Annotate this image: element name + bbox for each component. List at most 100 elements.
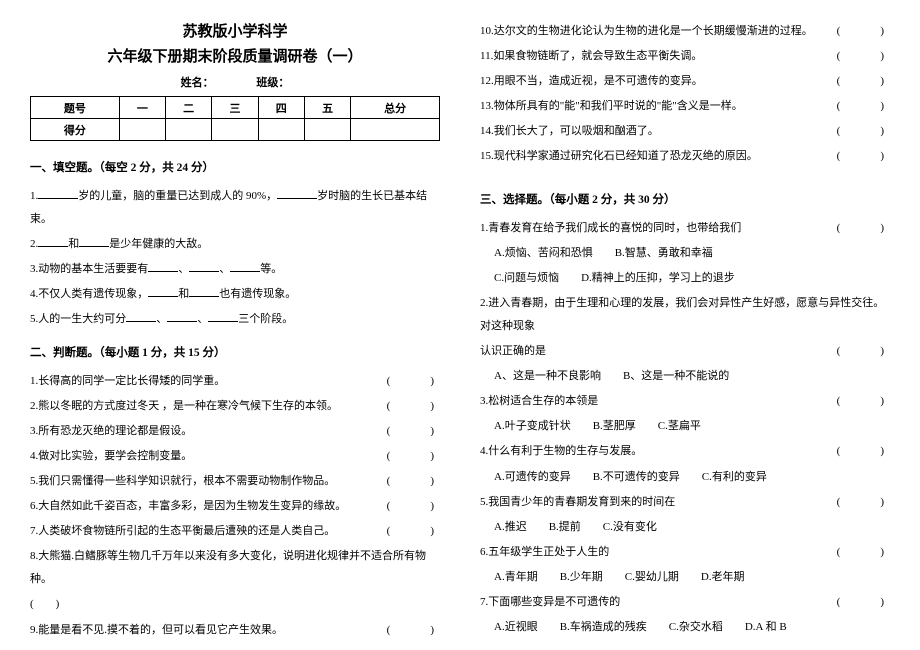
s1-q2: 2. 和 是少年健康的大敌。 [30, 233, 440, 256]
s1q1b: 岁的儿童，脑的重量已达到成人的 90%， [78, 190, 277, 202]
cell-1 [119, 119, 165, 141]
paren: ( ) [837, 541, 890, 564]
s2q2t: 2.熊以冬眠的方式度过冬天 ，是一种在寒冷气候下生存的本领。 [30, 400, 338, 412]
paren: ( ) [387, 445, 440, 468]
s2q8t: 8.大熊猫.白鳍豚等生物几千万年以来没有多大变化，说明进化规律并不适合所有物种。 [30, 550, 426, 585]
s1q3a: 3.动物的基本生活要要有 [30, 263, 148, 275]
paren: ( ) [837, 591, 890, 614]
s2q12t: 12.用眼不当，造成近视，是不可遗传的变异。 [480, 75, 703, 87]
paren: ( ) [837, 120, 890, 143]
s3-q1-ab: A.烦恼、苦闷和恐惧 B.智慧、勇敢和幸福 [480, 242, 890, 265]
meta-row: 姓名： 班级： [30, 74, 440, 90]
paren: ( ) [837, 440, 890, 463]
th-4: 四 [258, 97, 304, 119]
s3-q3-opts: A.叶子变成针状 B.茎肥厚 C.茎扁平 [480, 415, 890, 438]
s2-q13: 13.物体所具有的"能"和我们平时说的"能"含义是一样。( ) [480, 95, 890, 118]
blank [79, 235, 109, 247]
paren: ( ) [387, 470, 440, 493]
blank [167, 310, 197, 322]
s1q5a: 5.人的一生大约可分 [30, 313, 126, 325]
section2-head: 二、判断题。（每小题 1 分，共 15 分） [30, 344, 440, 360]
s3-q2-opts: A、这是一种不良影响 B、这是一种不能说的 [480, 365, 890, 388]
s2q5t: 5.我们只需懂得一些科学知识就行，根本不需要动物制作物品。 [30, 475, 335, 487]
paren: ( ) [30, 598, 59, 610]
blank [126, 310, 156, 322]
cell-4 [258, 119, 304, 141]
paren: ( ) [387, 520, 440, 543]
blank [189, 260, 219, 272]
blank [277, 187, 317, 199]
blank [230, 260, 260, 272]
s1-q3: 3.动物的基本生活要要有、、等。 [30, 258, 440, 281]
s3-q5: 5.我国青少年的青春期发育到来的时间在 ( ) [480, 491, 890, 514]
s1q5c: 、 [197, 313, 208, 325]
paren: ( ) [387, 395, 440, 418]
s1q3b: 、 [178, 263, 189, 275]
s2-q8: 8.大熊猫.白鳍豚等生物几千万年以来没有多大变化，说明进化规律并不适合所有物种。 [30, 545, 440, 591]
s3-q1: 1.青春发育在给予我们成长的喜悦的同时，也带给我们( ) [480, 217, 890, 240]
s2-q2: 2.熊以冬眠的方式度过冬天 ，是一种在寒冷气候下生存的本领。 ( ) [30, 395, 440, 418]
s2-q3: 3.所有恐龙灭绝的理论都是假设。 ( ) [30, 420, 440, 443]
s3-q5-opts: A.推迟 B.提前 C.没有变化 [480, 516, 890, 539]
s1q1a: 1. [30, 190, 38, 202]
s2q3t: 3.所有恐龙灭绝的理论都是假设。 [30, 425, 192, 437]
class-label: 班级： [256, 74, 289, 90]
name-label: 姓名： [181, 74, 214, 90]
s2q7t: 7.人类破坏食物链所引起的生态平衡最后遭殃的还是人类自己。 [30, 525, 335, 537]
paren: ( ) [837, 491, 890, 514]
s1q5d: 三个阶段。 [238, 313, 293, 325]
blank [38, 187, 78, 199]
paren: ( ) [837, 20, 890, 43]
s2-q11: 11.如果食物链断了，就会导致生态平衡失调。( ) [480, 45, 890, 68]
score-table: 题号 一 二 三 四 五 总分 得分 [30, 96, 440, 141]
s1q4a: 4.不仅人类有遗传现象， [30, 288, 148, 300]
s3q2bt: 认识正确的是 [480, 345, 546, 357]
s3-q6-opts: A.青年期 B.少年期 C.婴幼儿期 D.老年期 [480, 566, 890, 589]
section3-head: 三、选择题。（每小题 2 分，共 30 分） [480, 191, 890, 207]
s3-q2b: 认识正确的是 ( ) [480, 340, 890, 363]
s3q7t: 7.下面哪些变异是不可遗传的 [480, 596, 620, 608]
blank [189, 285, 219, 297]
s1q3d: 等。 [260, 263, 282, 275]
th-5: 五 [304, 97, 350, 119]
s2q6t: 6.大自然如此千姿百态，丰富多彩，是因为生物发生变异的缘故。 [30, 500, 346, 512]
s2-q7: 7.人类破坏食物链所引起的生态平衡最后遭殃的还是人类自己。 ( ) [30, 520, 440, 543]
cell-6 [351, 119, 440, 141]
s2-q8p: ( ) [30, 593, 440, 616]
s3-q4-opts: A.可遗传的变异 B.不可遗传的变异 C.有利的变异 [480, 466, 890, 489]
th-3: 三 [212, 97, 258, 119]
s3-q7: 7.下面哪些变异是不可遗传的 ( ) [480, 591, 890, 614]
left-column: 苏教版小学科学 六年级下册期末阶段质量调研卷（一） 姓名： 班级： 题号 一 二… [30, 20, 440, 630]
blank [208, 310, 238, 322]
section1-head: 一、填空题。（每空 2 分，共 24 分） [30, 159, 440, 175]
s1q2c: 是少年健康的大敌。 [109, 238, 208, 250]
doc-title-1: 苏教版小学科学 [30, 20, 440, 41]
s1q2b: 和 [68, 238, 79, 250]
th-1: 一 [119, 97, 165, 119]
s2-q15: 15.现代科学家通过研究化石已经知道了恐龙灭绝的原因。( ) [480, 145, 890, 168]
paren: ( ) [387, 619, 440, 642]
paren: ( ) [837, 70, 890, 93]
paren: ( ) [387, 495, 440, 518]
s1-q4: 4.不仅人类有遗传现象，和也有遗传现象。 [30, 283, 440, 306]
s3q3t: 3.松树适合生存的本领是 [480, 395, 598, 407]
th-6: 总分 [351, 97, 440, 119]
row-label: 得分 [31, 119, 120, 141]
s2-q14: 14.我们长大了，可以吸烟和酗酒了。 ( ) [480, 120, 890, 143]
s2q1t: 1.长得高的同学一定比长得矮的同学重。 [30, 375, 225, 387]
s1-q1: 1.岁的儿童，脑的重量已达到成人的 90%，岁时脑的生长已基本结束。 [30, 185, 440, 231]
s2-q9: 9.能量是看不见.摸不着的，但可以看见它产生效果。( ) [30, 619, 440, 642]
s2-q1: 1.长得高的同学一定比长得矮的同学重。 ( ) [30, 370, 440, 393]
s2-q4: 4.做对比实验，要学会控制变量。( ) [30, 445, 440, 468]
paren: ( ) [837, 340, 890, 363]
th-2: 二 [166, 97, 212, 119]
paren: ( ) [387, 370, 440, 393]
s2q14t: 14.我们长大了，可以吸烟和酗酒了。 [480, 125, 659, 137]
s3q5t: 5.我国青少年的青春期发育到来的时间在 [480, 496, 675, 508]
s2q11t: 11.如果食物链断了，就会导致生态平衡失调。 [480, 50, 702, 62]
paren: ( ) [387, 420, 440, 443]
blank [148, 285, 178, 297]
cell-5 [304, 119, 350, 141]
s3-q6: 6.五年级学生正处于人生的( ) [480, 541, 890, 564]
s1q2a: 2. [30, 238, 38, 250]
